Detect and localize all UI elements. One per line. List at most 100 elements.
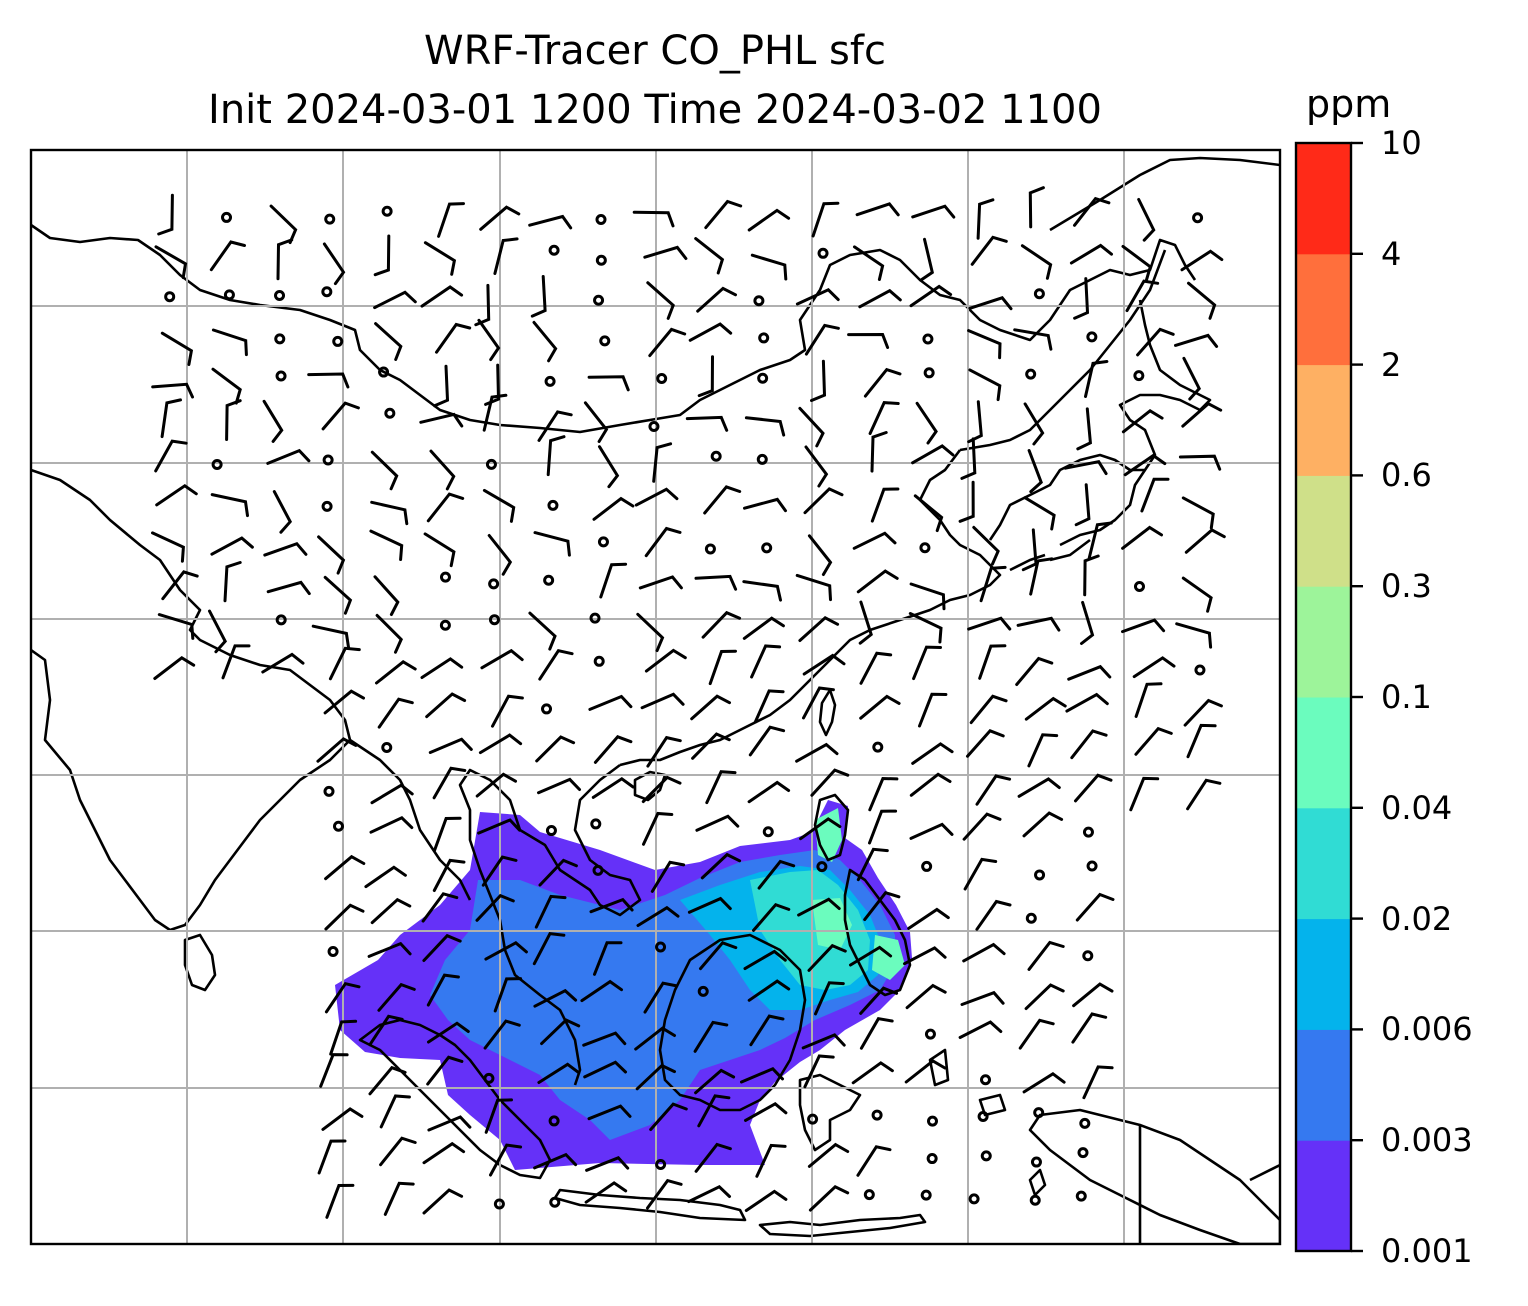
wind-barb bbox=[976, 198, 995, 240]
coastline-okhotsk bbox=[959, 249, 1167, 452]
wind-barb bbox=[703, 485, 742, 515]
wind-barb bbox=[747, 979, 791, 1002]
coastline-bay-of-bengal bbox=[31, 468, 472, 901]
wind-barb bbox=[967, 329, 1002, 360]
wind-barb bbox=[211, 367, 242, 405]
wind-barb bbox=[744, 1101, 788, 1122]
wind-barb bbox=[533, 531, 571, 557]
wind-barb bbox=[1121, 408, 1164, 434]
wind-barb bbox=[426, 1055, 464, 1086]
wind-barbs bbox=[151, 186, 1226, 1219]
wind-barb bbox=[699, 941, 738, 971]
wind-barb bbox=[433, 816, 462, 852]
colorbar-tick-label: 0.6 bbox=[1381, 456, 1432, 495]
wind-barb bbox=[154, 439, 188, 473]
wind-barb bbox=[432, 766, 467, 800]
coastline-northeast bbox=[1049, 156, 1280, 232]
wind-barb bbox=[646, 281, 675, 320]
wind-barb bbox=[802, 686, 835, 720]
wind-barb bbox=[1067, 664, 1112, 681]
wind-barb bbox=[807, 943, 847, 972]
calm-wind-circle bbox=[863, 1189, 875, 1201]
wind-barb bbox=[433, 364, 450, 408]
wind-barb bbox=[580, 979, 623, 1003]
wind-barb bbox=[266, 448, 311, 465]
wind-barb bbox=[587, 375, 630, 392]
wind-barb bbox=[960, 437, 977, 480]
wind-barb bbox=[1129, 776, 1160, 812]
calm-wind-circle bbox=[323, 785, 335, 797]
wind-barb bbox=[493, 237, 519, 275]
wind-barb bbox=[697, 355, 714, 398]
wind-barb bbox=[967, 616, 1012, 631]
wind-barb bbox=[970, 235, 1008, 266]
wind-barb bbox=[856, 847, 889, 882]
wind-barb bbox=[483, 1019, 521, 1050]
wind-barb bbox=[261, 652, 305, 674]
colorbar-swatch bbox=[1296, 1140, 1351, 1252]
wind-barb bbox=[1175, 622, 1213, 649]
wind-barb bbox=[640, 692, 685, 710]
wind-barb bbox=[373, 575, 400, 616]
wind-barb bbox=[807, 1142, 850, 1168]
colorbar-swatch bbox=[1296, 586, 1351, 698]
colorbar-tick-label: 0.3 bbox=[1381, 567, 1432, 606]
calm-wind-circle bbox=[926, 1153, 938, 1165]
wind-barb bbox=[1024, 983, 1065, 1011]
wind-barb bbox=[646, 735, 682, 768]
wind-barb bbox=[151, 531, 185, 563]
calm-wind-circle bbox=[758, 332, 770, 344]
wind-barb bbox=[810, 359, 827, 402]
wind-barb bbox=[1016, 616, 1061, 632]
calm-wind-circle bbox=[274, 333, 286, 345]
wind-barb bbox=[1134, 726, 1173, 756]
wind-barb bbox=[1181, 576, 1213, 613]
wind-barb bbox=[482, 393, 508, 432]
coastline-philippines-luzon bbox=[813, 793, 850, 862]
wind-barb bbox=[482, 488, 516, 523]
wind-barb bbox=[491, 694, 524, 728]
calm-wind-circle bbox=[753, 295, 765, 307]
wind-barb bbox=[475, 893, 515, 922]
calm-wind-circle bbox=[757, 372, 769, 384]
wind-barb bbox=[1183, 698, 1223, 727]
wind-barb bbox=[263, 541, 308, 557]
wind-barb bbox=[743, 497, 787, 513]
calm-wind-circle bbox=[488, 578, 500, 590]
colorbar-swatch bbox=[1296, 475, 1351, 587]
calm-wind-circle bbox=[327, 946, 339, 958]
wind-barb bbox=[855, 202, 900, 217]
wind-barb bbox=[847, 332, 890, 349]
colorbar-swatch bbox=[1296, 253, 1351, 366]
wind-barb bbox=[1140, 477, 1170, 513]
calm-wind-circle bbox=[545, 825, 557, 837]
wind-barb bbox=[695, 814, 740, 832]
wind-barb bbox=[1178, 454, 1222, 471]
wind-barb bbox=[696, 286, 737, 313]
calm-wind-circle bbox=[547, 499, 559, 511]
wind-barb bbox=[907, 907, 950, 930]
wind-barb bbox=[804, 323, 840, 356]
calm-wind-circle bbox=[1077, 1147, 1089, 1159]
wind-barb bbox=[634, 1026, 676, 1051]
wind-barb bbox=[859, 1017, 894, 1050]
wind-barb bbox=[757, 859, 796, 890]
wind-barb bbox=[803, 487, 844, 515]
wind-barb bbox=[1015, 656, 1054, 686]
wind-barb bbox=[1181, 496, 1215, 530]
calm-wind-circle bbox=[704, 543, 716, 555]
calm-wind-circle bbox=[324, 213, 336, 225]
colorbar-tick-label: 0.001 bbox=[1381, 1232, 1473, 1270]
calm-wind-circle bbox=[1086, 331, 1098, 343]
colorbar-swatch bbox=[1296, 918, 1351, 1030]
wind-barb bbox=[798, 406, 825, 448]
wind-barb bbox=[160, 398, 182, 439]
wind-barb bbox=[811, 201, 840, 238]
wind-barb bbox=[1027, 733, 1059, 768]
wind-barb bbox=[795, 573, 832, 602]
calm-wind-circle bbox=[483, 1072, 495, 1084]
wind-barb bbox=[636, 612, 665, 653]
calm-wind-circle bbox=[968, 1193, 980, 1205]
wind-barb bbox=[484, 1098, 513, 1134]
wind-barb bbox=[909, 284, 953, 308]
